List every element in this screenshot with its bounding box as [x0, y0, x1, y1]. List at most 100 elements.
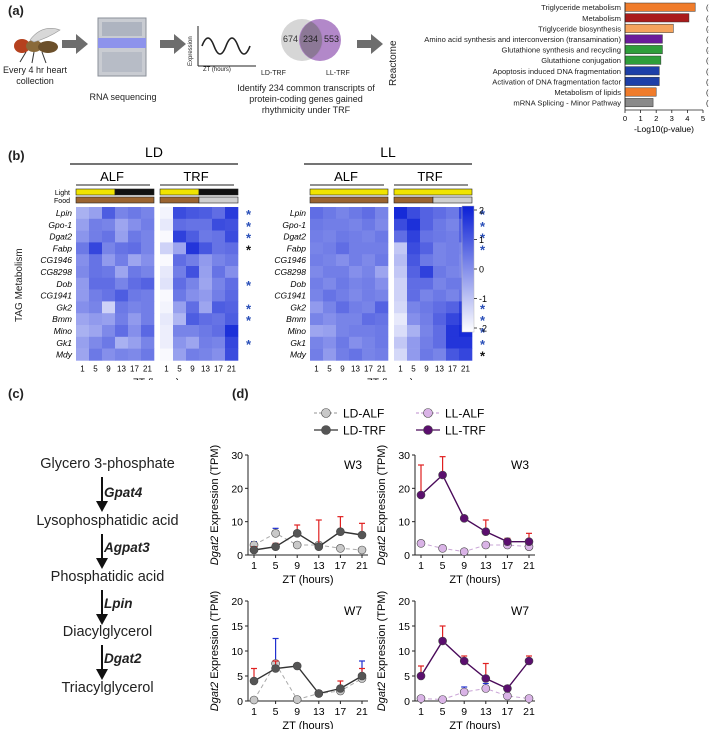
heatmap-cell	[446, 325, 460, 338]
heatmap-cell	[115, 301, 129, 314]
heatmap-zt-tick: 13	[351, 364, 360, 373]
reactome-category-label: Apoptosis induced DNA fragmentation	[493, 67, 621, 76]
heatmap-zt-tick: 21	[143, 364, 152, 373]
heatmap-cell	[115, 289, 129, 302]
heatmap-cell	[141, 325, 155, 338]
heatmap-cell	[433, 207, 447, 220]
reactome-bar	[624, 98, 654, 108]
heatmap-cell	[128, 207, 142, 220]
heatmap-cell	[173, 313, 187, 326]
heatmap-cell	[89, 266, 103, 279]
heatmap-cell	[349, 313, 363, 326]
significance-star: *	[246, 231, 252, 246]
plot-x-tick-label: 5	[273, 560, 279, 572]
heatmap-cell	[128, 301, 142, 314]
plot-y-tick-label: 20	[398, 596, 410, 608]
heatmap-cell	[323, 277, 337, 290]
plot-x-tick-label: 5	[440, 560, 446, 572]
arrow-down-icon	[96, 534, 108, 569]
heatmap-zt-tick: 17	[130, 364, 139, 373]
heatmap-cell	[394, 301, 408, 314]
heatmap-cell	[225, 254, 239, 267]
heatmap-cell	[141, 348, 155, 361]
enzyme-dgat2: Dgat2	[104, 651, 142, 666]
heatmap-gene-label: CG1941	[274, 291, 306, 301]
reactome-bar	[624, 45, 663, 55]
heatmap-cell	[394, 207, 408, 220]
reactome-bar-chart: Triglyceride metabolism (6) Metabolism (84)…	[424, 2, 709, 134]
heatmap-gene-label: Lpin	[56, 208, 72, 218]
heatmap-cell	[102, 207, 116, 220]
heatmap-cell	[225, 230, 239, 243]
heatmap-cell	[394, 218, 408, 231]
heatmap-zt-tick: 13	[117, 364, 126, 373]
heatmap-cell	[128, 289, 142, 302]
series-line	[420, 542, 530, 553]
heatmap-cell	[433, 266, 447, 279]
heatmap-cell	[160, 207, 174, 220]
reactome-category-label: Metabolism of lipids	[554, 88, 621, 97]
heatmap-cell	[115, 254, 129, 267]
reactome-category-label: Metabolism	[582, 14, 621, 23]
heatmap-zt-tick: 1	[80, 364, 85, 373]
heatmap-cell	[362, 266, 376, 279]
plot-y-axis-title: Dgat2 Expression (TPM)	[376, 591, 388, 711]
arrow-down-icon	[96, 477, 108, 512]
heatmap-cell	[375, 266, 389, 279]
heatmap-cell	[76, 325, 90, 338]
heatmap-cell	[173, 207, 187, 220]
heatmap-cell	[323, 266, 337, 279]
data-point	[481, 684, 491, 693]
heatmap-cell	[459, 336, 473, 349]
heatmap-cell	[433, 325, 447, 338]
heatmap-cell	[160, 242, 174, 255]
heatmap-cell	[199, 313, 213, 326]
legend-marker	[423, 425, 433, 435]
heatmap-gene-label: Bmm	[52, 314, 72, 324]
plot-x-tick-label: 9	[461, 560, 467, 572]
plot-x-tick-label: 9	[461, 706, 467, 718]
heatmap-gene-label: Fabp	[287, 243, 307, 253]
heatmap-cell	[433, 348, 447, 361]
plot-y-tick-label: 20	[231, 596, 243, 608]
heatmap-zt-tick: 1	[398, 364, 403, 373]
heatmap-zt-tick: 9	[106, 364, 111, 373]
heatmap-cell	[173, 242, 187, 255]
heatmap-zt-tick: 1	[314, 364, 319, 373]
plot-x-tick-label: 17	[502, 706, 514, 718]
heatmap-cell	[141, 313, 155, 326]
plot-x-tick-label: 21	[356, 560, 368, 572]
plot-y-tick-label: 20	[231, 483, 243, 495]
heatmap-cell	[349, 336, 363, 349]
wave-ylabel: Expression	[188, 36, 194, 66]
heatmap-cell	[102, 266, 116, 279]
reactome-bar	[624, 55, 662, 65]
heatmap-zt-tick: 5	[177, 364, 182, 373]
heatmap-cell	[310, 266, 324, 279]
heatmap-cell	[323, 313, 337, 326]
heatmap-zt-tick: 17	[214, 364, 223, 373]
plot-week-title: W7	[344, 604, 362, 618]
heatmap-cell	[407, 207, 421, 220]
heatmap-cell	[199, 325, 213, 338]
heatmap-zt-tick: 17	[364, 364, 373, 373]
heatmap-cell	[336, 301, 350, 314]
heatmap-cell	[323, 289, 337, 302]
plot-x-tick-label: 13	[313, 560, 325, 572]
light-bar-day	[159, 188, 200, 196]
heatmap-cell	[160, 277, 174, 290]
colorbar-tick-label: 1	[479, 235, 484, 245]
data-point	[459, 514, 469, 523]
reactome-count: (4)	[706, 46, 709, 55]
heatmap-cell	[186, 289, 200, 302]
data-point	[314, 689, 324, 698]
heatmap-cell	[407, 218, 421, 231]
heatmap-gene-label: Gk1	[56, 338, 72, 348]
heatmap-cell	[375, 230, 389, 243]
heatmap-cell	[362, 207, 376, 220]
metabolite-pa: Phosphatidic acid	[50, 569, 165, 585]
heatmap-cell	[310, 230, 324, 243]
heatmap-cell	[446, 266, 460, 279]
heatmap-cell	[323, 254, 337, 267]
heatmap-cell	[102, 301, 116, 314]
